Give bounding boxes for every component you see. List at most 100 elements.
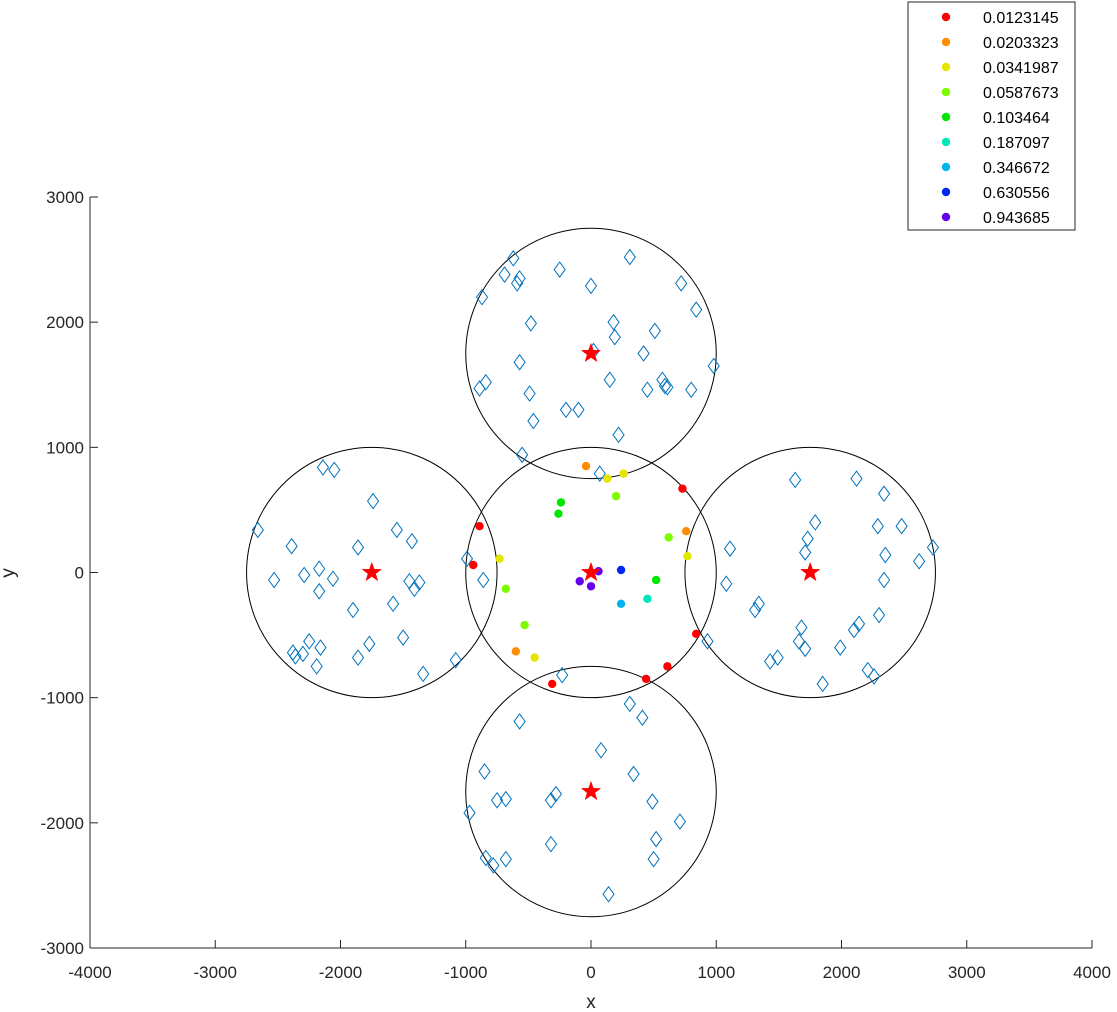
- diamond-point: [584, 277, 598, 295]
- diamond-point: [816, 675, 829, 693]
- legend-label: 0.943685: [983, 210, 1050, 227]
- diamond-point: [872, 606, 886, 624]
- series-point: [643, 594, 652, 603]
- diamond-point: [498, 266, 511, 283]
- series-point: [581, 461, 591, 471]
- series-point: [475, 521, 484, 531]
- diamond-point: [285, 537, 298, 555]
- series-point: [575, 577, 584, 586]
- legend-marker: [941, 87, 951, 97]
- legend-label: 0.0123145: [983, 10, 1059, 27]
- center-star: [580, 780, 602, 801]
- diamond-point: [720, 575, 733, 593]
- y-ticks: -3000 -2000 -1000 0 1000 2000 3000: [41, 188, 98, 958]
- diamond-point: [544, 791, 558, 809]
- series-point: [520, 620, 529, 630]
- diamond-point: [477, 571, 490, 589]
- series-point: [469, 560, 478, 570]
- diamond-point: [636, 709, 649, 727]
- diamond-point: [752, 595, 765, 613]
- y-tick-label: 1000: [46, 438, 84, 457]
- legend-marker: [941, 112, 951, 122]
- y-axis-label: y: [0, 568, 19, 578]
- diamond-point: [847, 621, 861, 639]
- diamond-point: [478, 763, 491, 780]
- diamond-point: [515, 446, 529, 464]
- series-point: [495, 554, 504, 563]
- legend-marker: [941, 62, 951, 72]
- diamond-point: [296, 645, 310, 663]
- x-tick-label: -2000: [319, 963, 362, 982]
- series-point: [664, 533, 673, 542]
- diamond-point: [608, 328, 621, 346]
- diamond-point: [527, 412, 540, 430]
- diamond-point: [623, 695, 636, 713]
- x-tick-label: -3000: [194, 963, 237, 982]
- diamond-points: [251, 248, 940, 903]
- diamond-point: [707, 357, 720, 375]
- diamond-point: [594, 741, 608, 759]
- diamond-point: [871, 517, 884, 535]
- series-point: [681, 526, 691, 536]
- diamond-point: [690, 301, 703, 318]
- x-tick-label: 2000: [823, 963, 861, 982]
- diamond-point: [351, 539, 365, 556]
- series-point: [616, 599, 626, 608]
- diamond-point: [351, 649, 365, 666]
- diamond-point: [487, 857, 500, 874]
- diamond-point: [647, 850, 660, 868]
- coverage-circle: [465, 665, 717, 918]
- diamond-point: [328, 461, 341, 479]
- legend-label: 0.187097: [983, 135, 1050, 152]
- diamond-point: [612, 426, 625, 444]
- diamond-point: [473, 380, 486, 397]
- diamond-point: [661, 378, 674, 396]
- diamond-point: [834, 639, 847, 656]
- series-point: [603, 474, 612, 483]
- diamond-point: [658, 377, 672, 395]
- legend-marker: [941, 187, 951, 197]
- series-point: [616, 565, 626, 575]
- diamond-point: [346, 601, 360, 619]
- x-tick-label: 0: [586, 963, 595, 982]
- diamond-point: [524, 315, 538, 332]
- diamond-point: [513, 713, 526, 730]
- center-star: [580, 561, 602, 582]
- legend-marker: [941, 212, 951, 222]
- diamond-point: [685, 381, 698, 399]
- diamond-point: [799, 544, 812, 561]
- diamond-point: [867, 668, 881, 685]
- diamond-point: [460, 550, 474, 568]
- diamond-point: [675, 275, 688, 292]
- series-point: [530, 653, 539, 662]
- diamond-point: [303, 632, 316, 650]
- diamond-point: [499, 850, 512, 868]
- diamond-point: [314, 639, 327, 656]
- diamond-point: [850, 470, 863, 487]
- x-tick-label: 4000: [1073, 963, 1111, 982]
- diamond-point: [289, 648, 302, 665]
- diamond-point: [799, 640, 812, 658]
- diamond-point: [313, 560, 326, 578]
- legend-marker: [941, 12, 951, 22]
- diamond-point: [417, 665, 430, 683]
- diamond-point: [748, 601, 762, 619]
- center-star: [361, 561, 383, 582]
- diamond-point: [572, 401, 585, 419]
- diamond-point: [701, 632, 714, 650]
- series-point: [683, 552, 692, 561]
- legend-items: 0.0123145 0.0203323 0.0341987 0.0587673 0.10…: [941, 10, 1059, 227]
- diamond-point: [397, 629, 410, 646]
- series-point: [641, 674, 651, 684]
- x-tick-label: 3000: [948, 963, 986, 982]
- diamond-point: [809, 514, 822, 531]
- series-point: [678, 484, 687, 493]
- diamond-point: [627, 765, 640, 783]
- diamond-point: [602, 885, 615, 903]
- diamond-point: [603, 371, 616, 389]
- legend: 0.0123145 0.0203323 0.0341987 0.0587673 0.10…: [907, 1, 1076, 231]
- legend-label: 0.0203323: [983, 35, 1059, 52]
- x-tick-label: -1000: [444, 963, 487, 982]
- diamond-point: [792, 632, 806, 650]
- series-point: [611, 491, 621, 501]
